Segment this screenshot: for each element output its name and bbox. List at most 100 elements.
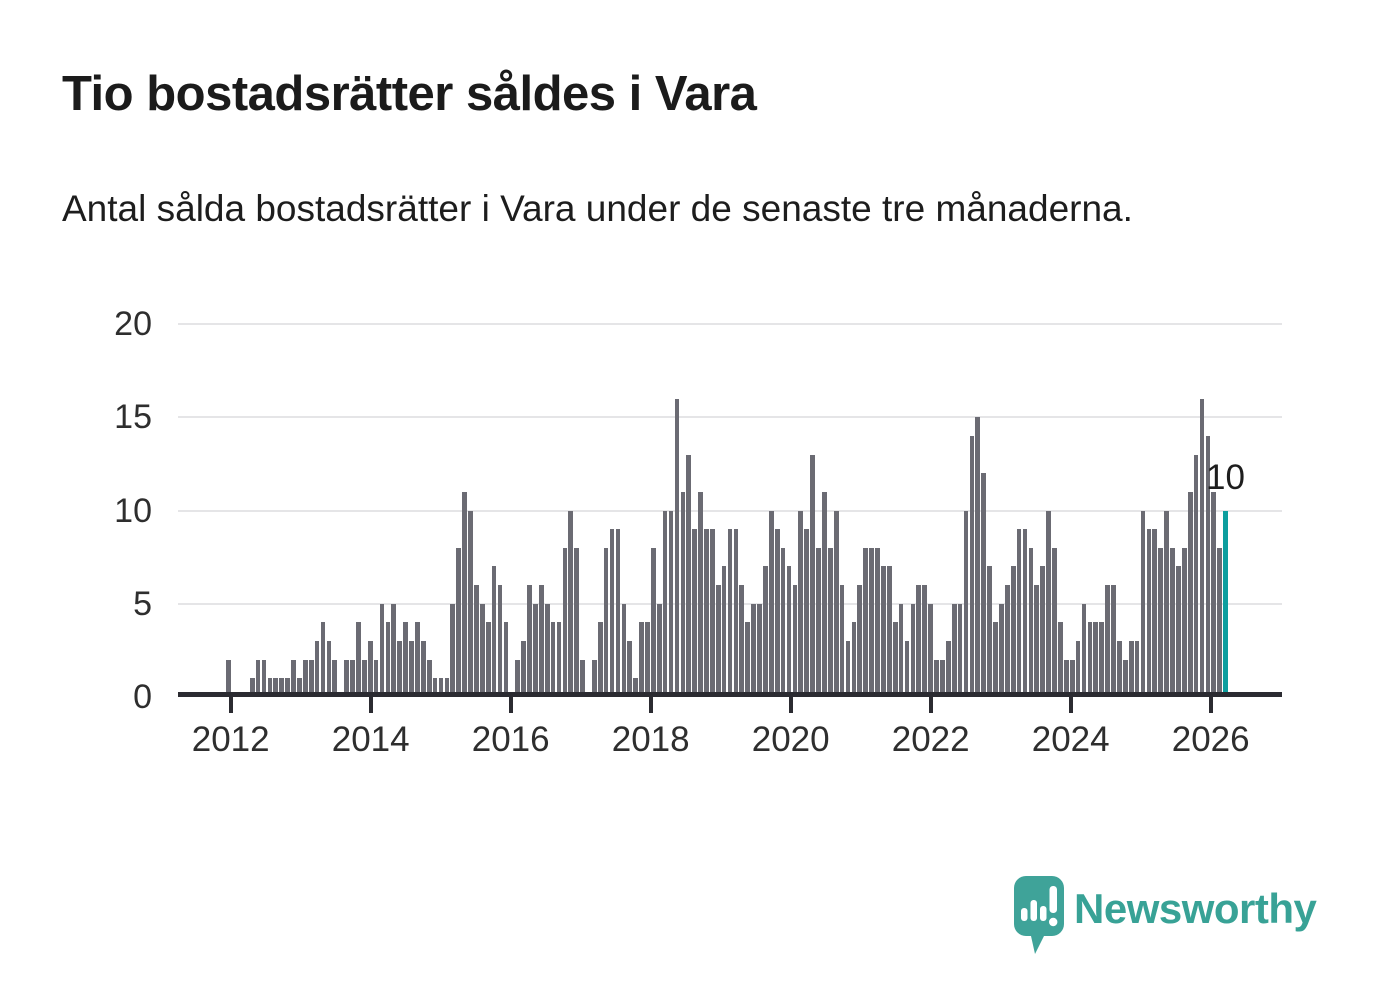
y-axis-tick-label: 0 [133,678,152,716]
bar [1111,585,1116,697]
bar [1117,641,1122,697]
bar [851,622,857,697]
x-axis-tick [1208,697,1213,713]
bar [1075,641,1081,697]
logo-exclamation-dot [1049,917,1058,927]
bar [1028,547,1034,697]
bar [285,678,290,697]
bar [1081,603,1087,697]
bar [580,659,585,697]
y-axis-tick-label: 15 [114,398,152,437]
bar [456,547,461,697]
bar [249,678,255,697]
bar [450,603,456,697]
x-axis-tick [1068,697,1073,713]
bar [1152,529,1158,697]
bar [721,566,727,697]
bar [940,659,945,697]
bar [963,510,969,697]
bar [297,678,302,697]
bar [863,547,869,697]
highlighted-bar [1223,510,1228,697]
bar [515,659,520,697]
bar [385,622,391,697]
x-axis-tick [508,697,513,713]
bar [745,622,751,697]
bar [1199,398,1205,697]
bar [686,454,692,697]
bar [279,678,285,697]
bar [521,641,526,697]
bar [1016,529,1022,697]
bar [533,603,538,697]
bar [568,510,574,697]
bar [314,641,320,697]
bar [308,659,314,697]
bar [627,641,633,697]
bar [1181,547,1187,697]
bar [344,659,349,697]
bar [680,491,686,697]
bar [432,678,438,697]
bar [886,566,892,697]
bar [1122,659,1128,697]
bar [415,622,420,697]
bar [491,566,497,697]
gridline-y15 [178,416,1282,419]
bar [792,585,798,697]
bar [1187,491,1193,697]
bar [1205,435,1211,697]
bar [1058,622,1063,697]
bar [420,641,426,697]
bar [768,510,774,697]
bar [603,547,609,697]
bar [556,622,562,697]
bar [1140,510,1146,697]
bar [1099,622,1105,697]
x-axis-tick [928,697,933,713]
x-axis-tick-label: 2022 [891,720,970,759]
bar [833,510,839,697]
x-axis-tick-label: 2014 [331,720,410,759]
bar [1134,641,1140,697]
bar [704,529,709,697]
bar [1158,547,1164,697]
bar [261,659,267,697]
bar [273,678,279,697]
bar [479,603,485,697]
bar [1164,510,1169,697]
logo-bar-2 [1030,900,1037,921]
bar [763,566,768,697]
bar [361,659,367,697]
bar [397,641,403,697]
bar [403,622,408,697]
bar [1004,585,1010,697]
bar [255,659,261,697]
bar [656,603,662,697]
bar [816,547,821,697]
bar [444,678,450,697]
bar [857,585,863,697]
bar [999,603,1004,697]
y-axis-tick-label: 20 [114,305,152,343]
bar [391,603,397,697]
bar [739,585,745,697]
bar [350,659,355,697]
bar [527,585,532,697]
bar [674,398,680,697]
bar [1022,529,1028,697]
bar [969,435,975,697]
chart-subtitle: Antal sålda bostadsrätter i Vara under d… [62,188,1133,229]
bar [485,622,491,697]
bar [774,529,780,697]
bar [1063,659,1069,697]
x-axis-tick-label: 2012 [191,720,270,759]
bar [633,678,638,697]
bar [226,659,231,697]
x-axis-tick [648,697,653,713]
bar [597,622,603,697]
bar [615,529,621,697]
bar [645,622,650,697]
